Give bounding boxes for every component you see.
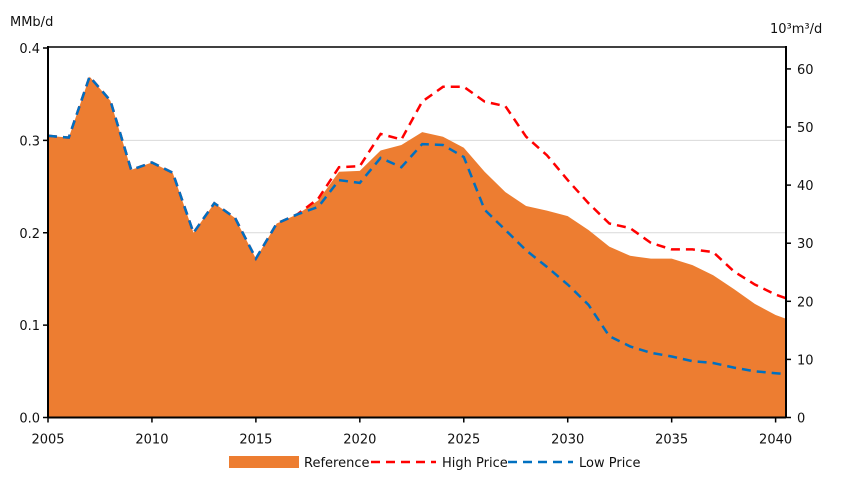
legend-label-high-price: High Price <box>442 456 508 471</box>
x-tick-label: 2040 <box>759 433 792 448</box>
series-low-price-line <box>47 74 787 376</box>
legend-label-reference: Reference <box>304 456 369 471</box>
series-reference-area <box>48 76 786 418</box>
left-axis-label: MMb/d <box>10 15 53 30</box>
y2-tick-label: 0 <box>797 412 805 427</box>
legend-label-low-price: Low Price <box>579 456 640 471</box>
right-axis-label: 10³m³/d <box>770 22 822 37</box>
x-tick-label: 2035 <box>655 433 688 448</box>
y2-tick-label: 50 <box>797 121 814 136</box>
y2-tick-label: 40 <box>797 179 814 194</box>
x-tick-label: 2005 <box>31 433 64 448</box>
x-tick-label: 2015 <box>239 433 272 448</box>
plot-area <box>47 74 787 418</box>
x-tick-label: 2010 <box>135 433 168 448</box>
series-high-price-line <box>47 74 787 300</box>
y2-tick-label: 30 <box>797 237 814 252</box>
y-tick-label: 0.0 <box>19 412 40 427</box>
legend: Reference High Price Low Price <box>229 456 640 471</box>
x-tick-label: 2030 <box>551 433 584 448</box>
y-tick-label: 0.3 <box>19 134 40 149</box>
y2-tick-label: 20 <box>797 295 814 310</box>
x-tick-label: 2025 <box>447 433 480 448</box>
y-tick-label: 0.1 <box>19 319 40 334</box>
y-tick-label: 0.4 <box>19 42 40 57</box>
x-tick-label: 2020 <box>343 433 376 448</box>
legend-swatch-reference <box>229 456 299 468</box>
y-tick-label: 0.2 <box>19 227 40 242</box>
y2-tick-label: 10 <box>797 353 814 368</box>
y2-tick-label: 60 <box>797 63 814 78</box>
